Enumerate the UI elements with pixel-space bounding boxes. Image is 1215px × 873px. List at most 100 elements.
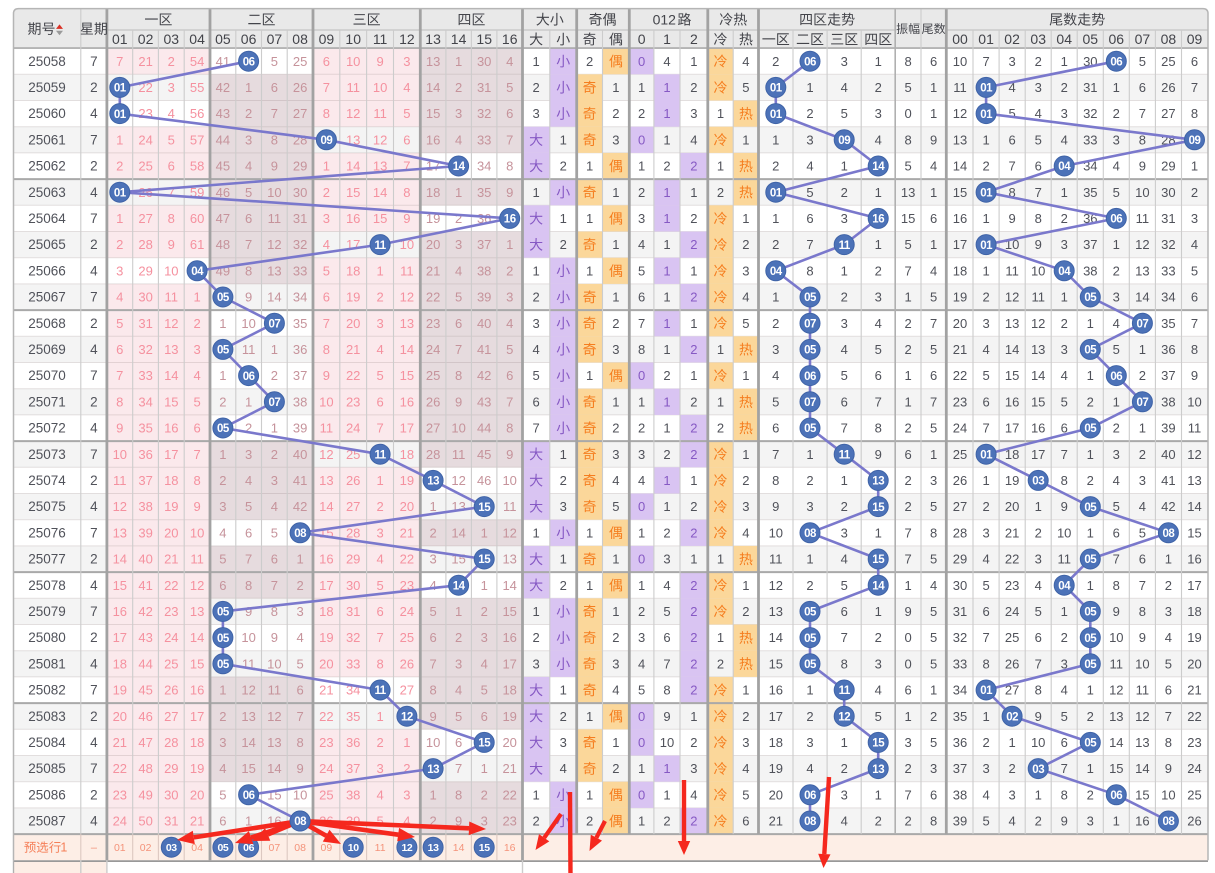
svg-text:17: 17 — [190, 709, 204, 724]
svg-text:43: 43 — [477, 394, 491, 409]
svg-text:03: 03 — [164, 31, 180, 47]
svg-text:1: 1 — [638, 525, 645, 540]
svg-text:20: 20 — [164, 525, 178, 540]
svg-text:2: 2 — [690, 683, 697, 698]
svg-text:38: 38 — [953, 787, 967, 802]
svg-text:6: 6 — [663, 630, 670, 645]
svg-text:22: 22 — [953, 368, 967, 383]
svg-text:14: 14 — [1031, 368, 1045, 383]
svg-text:3: 3 — [1061, 656, 1068, 671]
svg-text:3: 3 — [930, 761, 937, 776]
svg-text:1: 1 — [690, 54, 697, 69]
svg-text:37: 37 — [293, 368, 307, 383]
svg-text:18: 18 — [769, 735, 783, 750]
svg-text:14: 14 — [451, 525, 465, 540]
svg-text:26: 26 — [138, 185, 152, 200]
svg-text:05: 05 — [1084, 554, 1097, 566]
svg-text:15: 15 — [478, 554, 491, 566]
svg-text:2: 2 — [690, 525, 697, 540]
svg-text:38: 38 — [477, 263, 491, 278]
svg-text:2: 2 — [638, 604, 645, 619]
svg-text:1: 1 — [376, 263, 383, 278]
svg-text:15: 15 — [1135, 787, 1149, 802]
svg-text:22: 22 — [1187, 709, 1201, 724]
svg-text:4: 4 — [806, 159, 813, 174]
svg-text:3: 3 — [904, 735, 911, 750]
svg-text:5: 5 — [376, 814, 383, 829]
svg-text:3: 3 — [323, 211, 330, 226]
svg-text:6: 6 — [168, 159, 175, 174]
svg-text:4: 4 — [1113, 473, 1120, 488]
svg-text:11: 11 — [375, 240, 387, 252]
svg-text:7: 7 — [90, 604, 98, 619]
svg-text:1: 1 — [663, 394, 670, 409]
svg-text:10: 10 — [1161, 787, 1175, 802]
svg-text:13: 13 — [502, 552, 516, 567]
svg-text:2: 2 — [323, 185, 330, 200]
svg-text:25067: 25067 — [28, 290, 66, 305]
svg-text:4: 4 — [930, 159, 937, 174]
svg-text:12: 12 — [502, 525, 516, 540]
svg-text:3: 3 — [742, 263, 749, 278]
svg-text:7: 7 — [930, 316, 937, 331]
svg-text:42: 42 — [216, 80, 230, 95]
svg-text:4: 4 — [455, 683, 462, 698]
svg-text:2: 2 — [1113, 421, 1120, 436]
svg-text:40: 40 — [138, 552, 152, 567]
svg-text:9: 9 — [245, 604, 252, 619]
svg-text:01: 01 — [980, 109, 993, 121]
svg-text:25072: 25072 — [28, 421, 66, 436]
svg-text:56: 56 — [190, 106, 204, 121]
svg-text:24: 24 — [346, 421, 360, 436]
svg-text:9: 9 — [663, 709, 670, 724]
svg-text:11: 11 — [375, 685, 387, 697]
svg-text:7: 7 — [90, 290, 98, 305]
svg-text:4: 4 — [690, 132, 697, 147]
svg-text:1: 1 — [532, 54, 539, 69]
svg-text:15: 15 — [872, 738, 885, 750]
svg-text:1: 1 — [982, 211, 989, 226]
svg-text:10: 10 — [373, 80, 387, 95]
svg-text:30: 30 — [1161, 185, 1175, 200]
svg-text:2: 2 — [638, 106, 645, 121]
svg-text:5: 5 — [532, 368, 539, 383]
svg-text:08: 08 — [294, 842, 306, 854]
svg-text:1: 1 — [806, 552, 813, 567]
svg-text:3: 3 — [455, 237, 462, 252]
svg-text:1: 1 — [841, 159, 848, 174]
svg-text:4: 4 — [1061, 368, 1068, 383]
svg-text:13: 13 — [319, 473, 333, 488]
svg-text:20: 20 — [400, 499, 414, 514]
svg-text:2: 2 — [586, 814, 593, 829]
svg-text:2: 2 — [1035, 54, 1042, 69]
svg-text:12: 12 — [164, 316, 178, 331]
svg-text:20: 20 — [1187, 656, 1201, 671]
svg-text:9: 9 — [403, 211, 410, 226]
svg-text:8: 8 — [376, 656, 383, 671]
svg-text:01: 01 — [980, 685, 993, 697]
svg-text:22: 22 — [502, 787, 516, 802]
svg-text:01: 01 — [114, 842, 126, 854]
svg-text:25077: 25077 — [28, 552, 66, 567]
svg-text:07: 07 — [269, 842, 281, 854]
svg-text:1: 1 — [1087, 525, 1094, 540]
svg-text:07: 07 — [1137, 397, 1149, 409]
svg-text:14: 14 — [241, 735, 255, 750]
svg-text:6: 6 — [116, 342, 123, 357]
svg-text:33: 33 — [293, 263, 307, 278]
svg-text:5: 5 — [1113, 342, 1120, 357]
svg-text:3: 3 — [841, 211, 848, 226]
svg-text:2: 2 — [532, 80, 539, 95]
svg-text:2: 2 — [481, 787, 488, 802]
svg-text:3: 3 — [742, 499, 749, 514]
svg-text:03: 03 — [1030, 31, 1046, 47]
svg-text:05: 05 — [1083, 31, 1099, 47]
svg-text:6: 6 — [742, 814, 749, 829]
svg-text:1: 1 — [1061, 290, 1068, 305]
svg-text:5: 5 — [1191, 263, 1198, 278]
svg-text:4: 4 — [506, 316, 513, 331]
svg-text:3: 3 — [875, 106, 882, 121]
svg-text:7: 7 — [532, 421, 539, 436]
svg-text:25087: 25087 — [28, 814, 66, 829]
svg-text:6: 6 — [772, 421, 779, 436]
